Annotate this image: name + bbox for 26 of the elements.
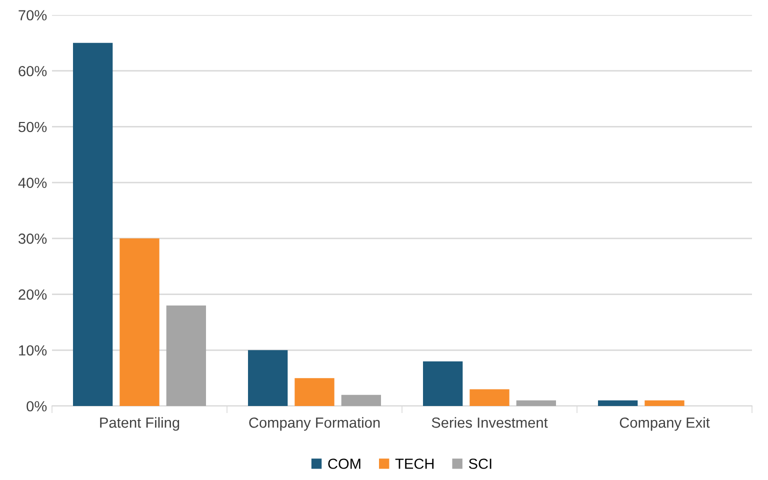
- y-tick-label: 0%: [26, 401, 47, 412]
- legend-label: TECH: [395, 458, 434, 469]
- y-tick-label: 10%: [19, 345, 47, 356]
- x-tick-label: Series Investment: [432, 417, 548, 428]
- legend-label: COM: [328, 458, 360, 469]
- bar: [470, 389, 510, 406]
- bar: [516, 400, 556, 406]
- y-tick-label: 40%: [18, 178, 47, 188]
- y-tick-label: 70%: [18, 10, 47, 20]
- bar: [166, 305, 206, 406]
- bar: [294, 378, 334, 406]
- y-tick-label: 30%: [18, 234, 47, 244]
- y-tick-label: 50%: [18, 122, 47, 132]
- bar: [341, 394, 381, 406]
- y-tick-label: 20%: [18, 289, 47, 300]
- bar: [644, 400, 684, 406]
- bar: [423, 361, 463, 406]
- bar: [73, 42, 113, 406]
- legend-label: SCI: [468, 458, 492, 469]
- bar: [120, 238, 160, 406]
- x-tick-label: Company Formation: [249, 417, 380, 431]
- y-tick-label: 60%: [18, 66, 47, 76]
- x-tick-label: Company Exit: [620, 417, 710, 431]
- bar: [598, 400, 638, 406]
- bar: [248, 350, 288, 406]
- x-tick-label: Patent Filing: [100, 417, 180, 431]
